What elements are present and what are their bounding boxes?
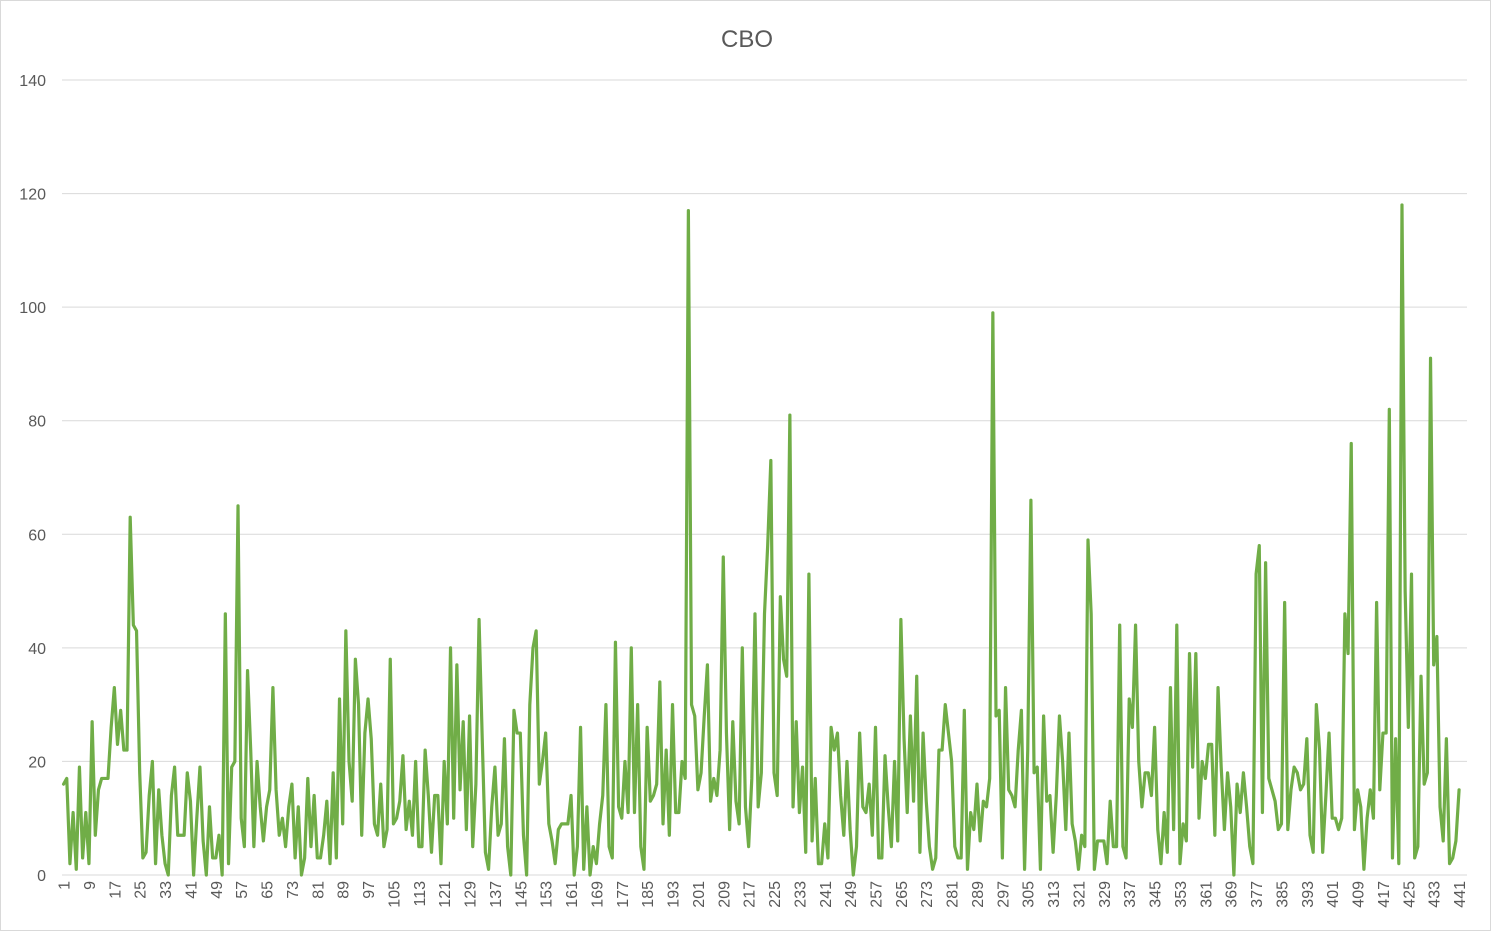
x-tick-label: 1 — [57, 881, 74, 890]
y-tick-label: 120 — [19, 187, 46, 204]
x-tick-label: 273 — [919, 881, 936, 908]
y-tick-label: 0 — [37, 868, 46, 885]
x-tick-label: 105 — [386, 881, 403, 908]
x-tick-label: 305 — [1021, 881, 1038, 908]
x-tick-label: 433 — [1427, 881, 1444, 908]
y-tick-label: 100 — [19, 300, 46, 317]
x-tick-label: 161 — [564, 881, 581, 908]
chart-title: CBO — [721, 26, 773, 53]
x-tick-label: 289 — [970, 881, 987, 908]
x-tick-label: 401 — [1325, 881, 1342, 908]
x-tick-label: 153 — [539, 881, 556, 908]
x-tick-label: 265 — [894, 881, 911, 908]
x-tick-label: 281 — [945, 881, 962, 908]
x-tick-label: 321 — [1071, 881, 1088, 908]
x-tick-label: 369 — [1224, 881, 1241, 908]
series-line-1 — [61, 203, 1461, 877]
x-tick-label: 297 — [995, 881, 1012, 908]
y-tick-label: 20 — [28, 754, 46, 771]
x-tick-label: 73 — [285, 881, 302, 899]
x-tick-label: 417 — [1376, 881, 1393, 908]
x-tick-label: 89 — [336, 881, 353, 899]
x-tick-label: 177 — [615, 881, 632, 908]
x-tick-label: 329 — [1097, 881, 1114, 908]
x-tick-label: 345 — [1148, 881, 1165, 908]
x-tick-label: 441 — [1452, 881, 1469, 908]
x-tick-label: 41 — [183, 881, 200, 899]
x-tick-label: 25 — [133, 881, 150, 899]
x-tick-label: 201 — [691, 881, 708, 908]
x-tick-label: 49 — [209, 881, 226, 899]
y-tick-label: 80 — [28, 414, 46, 431]
x-tick-label: 337 — [1122, 881, 1139, 908]
x-tick-label: 225 — [767, 881, 784, 908]
x-tick-label: 193 — [666, 881, 683, 908]
x-tick-label: 169 — [589, 881, 606, 908]
x-tick-label: 145 — [513, 881, 530, 908]
x-tick-label: 113 — [412, 881, 429, 907]
x-tick-label: 185 — [640, 881, 657, 908]
x-tick-label: 33 — [158, 881, 175, 899]
series-layer — [61, 203, 1461, 877]
x-tick-label: 377 — [1249, 881, 1266, 908]
x-tick-label: 121 — [437, 881, 454, 908]
x-tick-label: 353 — [1173, 881, 1190, 908]
y-tick-label: 40 — [28, 641, 46, 658]
gridlines — [62, 79, 1467, 876]
x-tick-label: 97 — [361, 881, 378, 899]
y-axis-tick-labels: 0 20 40 60 80 100 120 140 — [19, 73, 46, 885]
x-tick-label: 217 — [742, 881, 759, 908]
x-tick-label: 409 — [1351, 881, 1368, 908]
y-tick-label: 60 — [28, 527, 46, 544]
x-axis-tick-labels: 1 9 17 25 33 41 49 57 65 73 81 89 97 105 113 121 129 137 1… — [57, 881, 1469, 908]
x-tick-label: 393 — [1300, 881, 1317, 908]
x-tick-label: 385 — [1274, 881, 1291, 908]
x-tick-label: 137 — [488, 881, 505, 908]
x-tick-label: 129 — [463, 881, 480, 908]
x-tick-label: 57 — [234, 881, 251, 899]
x-tick-label: 425 — [1401, 881, 1418, 908]
x-tick-label: 249 — [843, 881, 860, 908]
y-tick-label: 140 — [19, 73, 46, 90]
x-tick-label: 17 — [107, 881, 124, 899]
x-tick-label: 65 — [260, 881, 277, 899]
x-tick-label: 233 — [792, 881, 809, 908]
x-tick-label: 81 — [310, 881, 327, 899]
x-tick-label: 9 — [82, 881, 99, 890]
x-tick-label: 209 — [716, 881, 733, 908]
x-tick-label: 257 — [869, 881, 886, 908]
x-tick-label: 241 — [818, 881, 835, 908]
x-tick-label: 361 — [1198, 881, 1215, 908]
x-tick-label: 313 — [1046, 881, 1063, 908]
